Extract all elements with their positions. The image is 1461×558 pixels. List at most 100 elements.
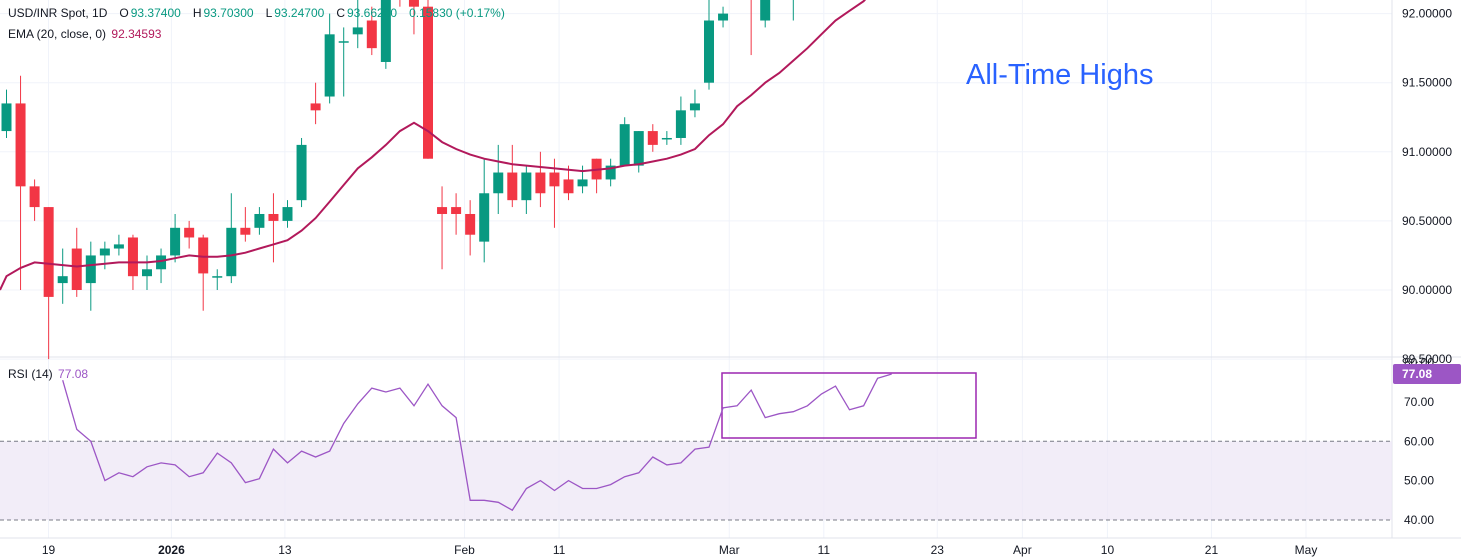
x-axis: 19 2026 13 Feb 11 Mar 11 23 Apr 10 21 May (42, 543, 1318, 557)
candle (507, 144, 518, 208)
legend-symbol: USD/INR Spot, 1D (8, 6, 108, 20)
legend-low-label: L (265, 6, 273, 20)
candle (521, 165, 532, 214)
time-tick-label: 13 (278, 543, 292, 557)
candle-body (760, 0, 771, 21)
candle (549, 158, 560, 228)
candle-body (408, 0, 419, 7)
candle (661, 131, 672, 145)
candle (99, 241, 110, 270)
candle-body (198, 237, 209, 274)
candle-body (268, 213, 279, 221)
candle (605, 158, 616, 187)
candle (619, 117, 630, 166)
candle-body (85, 255, 96, 284)
legend-rsi: RSI (14) 77.08 (8, 367, 90, 381)
candle-body (605, 165, 616, 180)
candle (85, 241, 96, 311)
candle (338, 27, 349, 97)
time-tick-label: 2026 (158, 543, 185, 557)
candle-body (647, 131, 658, 145)
time-tick-label: 23 (931, 543, 945, 557)
candle-body (577, 179, 588, 187)
candle (675, 96, 686, 145)
candle-body (170, 227, 181, 256)
candle (71, 227, 82, 297)
candle (750, 0, 752, 56)
candle (310, 82, 321, 125)
rsi-tick-label: 40.00 (1404, 513, 1434, 527)
candle (408, 0, 419, 35)
rsi-tick-label: 70.00 (1404, 395, 1434, 409)
candle (633, 131, 644, 173)
candle-body (465, 213, 476, 235)
candle (437, 186, 448, 270)
candle-body (29, 186, 40, 208)
rsi-highlight-box (721, 372, 977, 439)
candle-body (142, 269, 152, 277)
legend-open: 93.37400 (130, 6, 181, 20)
legend-high-label: H (192, 6, 202, 20)
candle-body (226, 227, 237, 277)
candle-body (451, 207, 462, 214)
candle-body (324, 34, 335, 97)
candle (760, 0, 771, 28)
candle (493, 144, 504, 214)
candle (465, 200, 476, 256)
candle (792, 0, 794, 21)
candle (268, 193, 279, 263)
candle-body (184, 227, 195, 238)
candle (296, 137, 307, 208)
candle-body (493, 172, 504, 194)
candle-body (127, 237, 138, 277)
legend-change: 0.15830 (+0.17%) (409, 6, 505, 20)
price-tick-label: 91.00000 (1402, 145, 1452, 159)
time-tick-label: Mar (719, 543, 740, 557)
candle (352, 0, 363, 49)
candle-body (156, 255, 167, 270)
candle (647, 124, 658, 152)
candle-body (563, 179, 574, 194)
time-tick-label: Feb (454, 543, 475, 557)
badge-rsi: 77.08 (1402, 367, 1432, 381)
time-tick-label: 10 (1101, 543, 1115, 557)
candle-body (675, 110, 686, 138)
candle-body (57, 276, 68, 284)
legend-low: 93.24700 (274, 6, 325, 20)
candle (254, 207, 265, 235)
candle-body (507, 172, 518, 201)
candle-body (479, 193, 490, 242)
legend-ohlc: USD/INR Spot, 1D O 93.37400 H 93.70300 L 93… (8, 6, 507, 20)
price-tick-label: 91.50000 (1402, 76, 1452, 90)
candle-body (366, 20, 377, 49)
candle (718, 6, 729, 28)
time-tick-label: May (1295, 543, 1318, 557)
legend-rsi-value: 77.08 (58, 367, 89, 381)
rsi-tick-label: 50.00 (1404, 474, 1434, 488)
price-axis: 94.0000093.0000092.5000092.0000091.50000… (1402, 7, 1452, 367)
candle-body (380, 0, 391, 62)
candle (563, 165, 574, 201)
time-tick-label: 11 (553, 543, 566, 557)
candle-body (113, 244, 124, 249)
rsi-band (0, 440, 1392, 521)
candle-body (15, 103, 26, 187)
candle-body (338, 41, 349, 43)
time-tick-label: 19 (42, 543, 56, 557)
candle (704, 0, 714, 90)
legend-rsi-label: RSI (14) (8, 367, 53, 381)
time-tick-label: 11 (818, 543, 831, 557)
legend-ema: EMA (20, close, 0) 92.34593 (8, 27, 163, 41)
candle (57, 248, 68, 304)
time-tick-label: 21 (1205, 543, 1219, 557)
candle (29, 179, 40, 221)
candle (479, 158, 490, 263)
candle (380, 0, 391, 69)
price-tick-label: 92.00000 (1402, 7, 1452, 21)
candle (240, 207, 251, 242)
candle (1, 89, 12, 138)
candle-body (43, 207, 54, 297)
price-tick-label: 89.50000 (1402, 352, 1452, 366)
candle (198, 234, 209, 311)
candle-body (633, 131, 644, 166)
